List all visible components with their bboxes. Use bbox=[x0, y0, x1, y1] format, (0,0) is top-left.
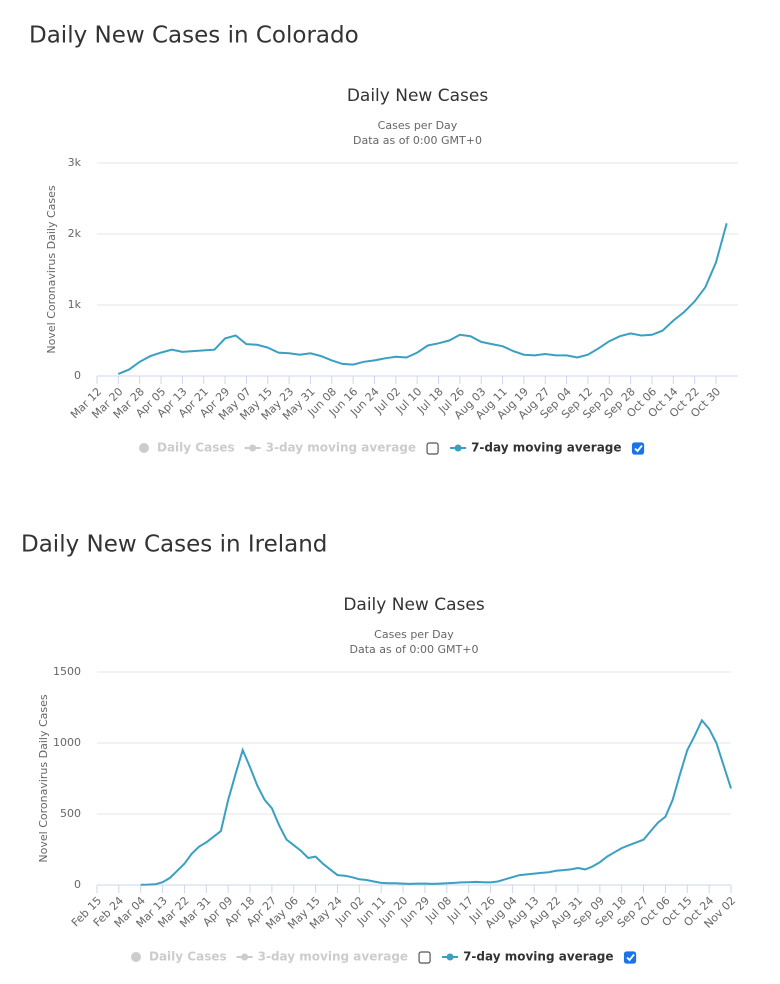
legend-marker bbox=[139, 443, 149, 453]
series-line bbox=[117, 223, 728, 375]
heading: Daily New Cases in Ireland bbox=[21, 532, 327, 558]
y-tick-label: 2k bbox=[68, 227, 82, 240]
series-line bbox=[140, 718, 732, 886]
checkmark bbox=[626, 953, 635, 962]
chart-subtitle: Cases per Day bbox=[378, 119, 458, 132]
chart-subtitle: Cases per Day bbox=[374, 628, 454, 641]
legend-label[interactable]: Daily Cases bbox=[157, 441, 235, 455]
checkmark bbox=[634, 444, 643, 453]
y-axis-label: Novel Coronavirus Daily Cases bbox=[37, 694, 50, 862]
legend-label[interactable]: Daily Cases bbox=[149, 950, 227, 964]
y-tick-label: 500 bbox=[60, 807, 81, 820]
chart-subtitle: Data as of 0:00 GMT+0 bbox=[353, 134, 482, 147]
y-tick-label: 0 bbox=[74, 878, 81, 891]
legend-marker bbox=[446, 953, 454, 961]
legend-label[interactable]: 3-day moving average bbox=[258, 950, 408, 964]
legend-checkbox[interactable] bbox=[426, 442, 439, 455]
heading: Daily New Cases in Colorado bbox=[29, 23, 359, 49]
y-tick-label: 1500 bbox=[53, 665, 81, 678]
legend-checkbox[interactable] bbox=[623, 951, 637, 964]
legend-checkbox[interactable] bbox=[418, 951, 431, 964]
legend-marker bbox=[454, 444, 462, 452]
chart-title: Daily New Cases bbox=[347, 86, 489, 106]
legend-marker bbox=[131, 952, 141, 962]
legend-marker bbox=[241, 953, 249, 961]
legend-marker bbox=[249, 444, 257, 452]
legend-checkbox[interactable] bbox=[631, 442, 645, 455]
legend-label[interactable]: 3-day moving average bbox=[266, 441, 416, 455]
chart-subtitle: Data as of 0:00 GMT+0 bbox=[350, 643, 479, 656]
y-axis-label: Novel Coronavirus Daily Cases bbox=[45, 185, 58, 353]
legend-label[interactable]: 7-day moving average bbox=[463, 950, 613, 964]
y-tick-label: 1k bbox=[68, 298, 82, 311]
legend-label[interactable]: 7-day moving average bbox=[471, 441, 621, 455]
y-tick-label: 3k bbox=[68, 156, 82, 169]
y-tick-label: 1000 bbox=[53, 736, 81, 749]
y-tick-label: 0 bbox=[74, 369, 81, 382]
chart-title: Daily New Cases bbox=[343, 595, 485, 615]
